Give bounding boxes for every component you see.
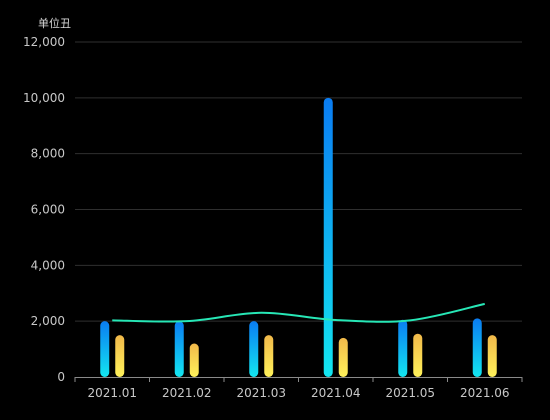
y-tick-label: 0 — [57, 370, 65, 384]
y-tick-label: 12,000 — [23, 35, 65, 49]
bar-yellow[interactable] — [338, 337, 348, 377]
y-unit-label: 单位丑 — [38, 16, 71, 30]
bar-blue[interactable] — [174, 321, 184, 377]
y-tick-label: 2,000 — [31, 314, 65, 328]
bar-blue[interactable] — [472, 318, 482, 377]
x-tick-label: 2021.02 — [162, 386, 212, 400]
bar-yellow[interactable] — [264, 335, 274, 377]
bar-blue[interactable] — [100, 321, 110, 377]
x-tick-label: 2021.05 — [385, 386, 435, 400]
y-tick-label: 6,000 — [31, 203, 65, 217]
bar-yellow[interactable] — [413, 333, 423, 377]
x-tick-label: 2021.06 — [460, 386, 510, 400]
bar-blue[interactable] — [398, 319, 408, 377]
bar-blue[interactable] — [323, 97, 333, 377]
bar-yellow[interactable] — [115, 335, 125, 377]
bar-yellow[interactable] — [487, 335, 497, 377]
y-tick-label: 4,000 — [31, 258, 65, 272]
y-tick-label: 10,000 — [23, 91, 65, 105]
x-tick-label: 2021.01 — [87, 386, 137, 400]
y-tick-label: 8,000 — [31, 147, 65, 161]
bars — [100, 97, 497, 378]
axis-labels: 0 2,000 4,000 6,000 8,000 10,000 12,000 2021.01… — [23, 35, 510, 400]
bar-yellow[interactable] — [189, 343, 199, 378]
axes — [74, 377, 523, 382]
grid-lines — [75, 41, 522, 322]
line-series — [112, 302, 485, 323]
bar-blue[interactable] — [249, 321, 259, 377]
x-tick-label: 2021.03 — [236, 386, 286, 400]
x-tick-label: 2021.04 — [311, 386, 361, 400]
trend-line — [112, 302, 485, 323]
